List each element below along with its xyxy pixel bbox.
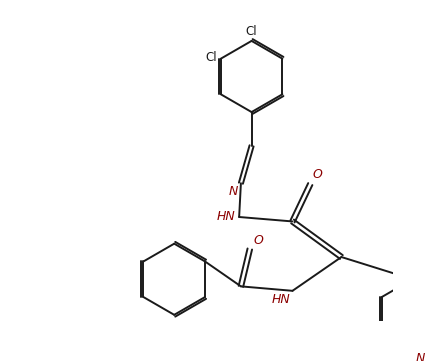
Text: N: N bbox=[415, 352, 424, 361]
Text: O: O bbox=[312, 169, 322, 182]
Text: Cl: Cl bbox=[245, 25, 257, 38]
Text: N: N bbox=[228, 185, 238, 198]
Text: HN: HN bbox=[271, 293, 290, 306]
Text: HN: HN bbox=[216, 210, 235, 223]
Text: O: O bbox=[253, 234, 263, 247]
Text: Cl: Cl bbox=[205, 51, 217, 64]
